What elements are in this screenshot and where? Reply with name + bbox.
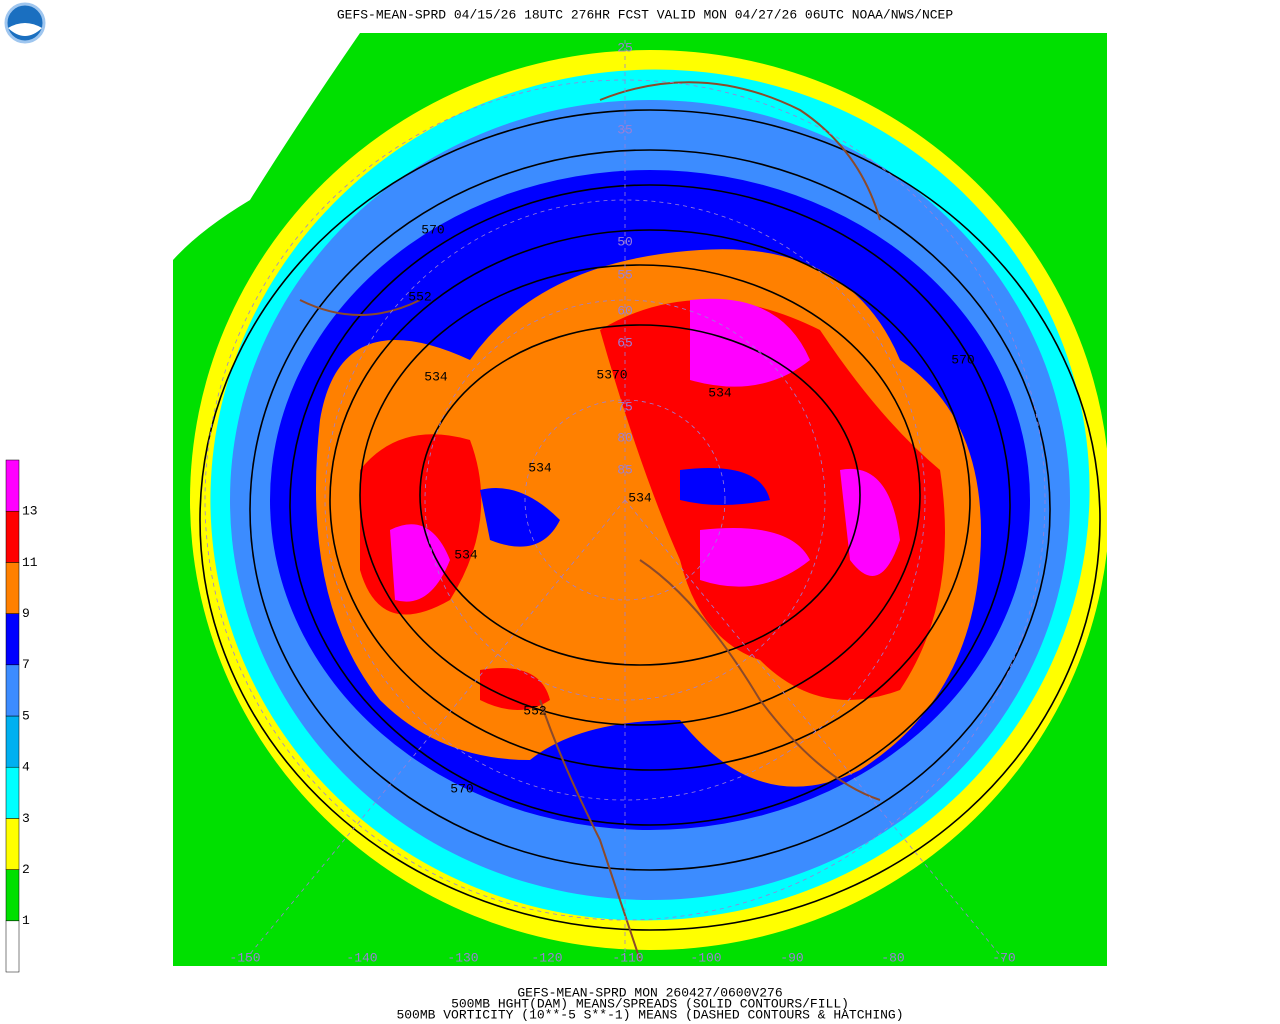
footer-line: GEFS-MEAN-SPRD MON 260427/0600V276 [517, 985, 782, 1000]
latitude-label: 35 [617, 122, 633, 137]
contour-label: 534 [454, 547, 478, 562]
contour-label: 570 [421, 222, 444, 237]
title: GEFS-MEAN-SPRD 04/15/26 18UTC 276HR FCST… [337, 7, 953, 22]
latitude-label: 85 [617, 462, 633, 477]
longitude-label: -110 [612, 950, 643, 965]
contour-label: 552 [408, 289, 431, 304]
contour-label: 5370 [596, 367, 627, 382]
longitude-label: -120 [531, 950, 562, 965]
latitude-label: 60 [617, 303, 633, 318]
colorbar-segment [5, 869, 20, 922]
contour-label: 534 [628, 490, 652, 505]
latitude-label: 50 [617, 234, 633, 249]
colorbar-label: 1 [22, 913, 30, 928]
colorbar-label: 2 [22, 862, 30, 877]
map-labels: 570 552 534 5370 534 534 534 534 552 570 570 25 35 50… [229, 40, 1015, 965]
colorbar-segment [5, 613, 20, 666]
contour-label: 534 [528, 460, 552, 475]
colorbar-segment [5, 818, 20, 870]
colorbar-label: 13 [22, 504, 38, 519]
longitude-label: -70 [992, 950, 1015, 965]
colorbar-label: 7 [22, 657, 30, 672]
latitude-label: 75 [617, 399, 633, 414]
colorbar-label: 11 [22, 555, 38, 570]
longitude-label: -140 [346, 950, 377, 965]
latitude-label: 25 [617, 40, 633, 55]
colorbar-segment [5, 664, 20, 717]
colorbar-segment [5, 459, 20, 512]
footer-line: 500MB HGHT(DAM) MEANS/SPREADS (SOLID CON… [451, 996, 849, 1011]
longitude-label: -100 [690, 950, 721, 965]
contour-label: 570 [951, 352, 974, 367]
longitude-label: -80 [881, 950, 904, 965]
contour-label: 534 [708, 385, 732, 400]
colorbar-label: 4 [22, 760, 30, 775]
longitude-label: -90 [780, 950, 803, 965]
contour-label: 534 [424, 369, 448, 384]
latitude-label: 65 [617, 335, 633, 350]
colorbar: 1 2 3 4 5 7 9 11 13 [5, 459, 38, 973]
colorbar-label: 5 [22, 708, 30, 723]
noaa-logo [4, 2, 46, 44]
latitude-label: 80 [617, 430, 633, 445]
colorbar-segment [5, 562, 20, 614]
footer-line: 500MB VORTICITY (10**-5 S**-1) MEANS (DA… [396, 1007, 903, 1022]
colorbar-segment [5, 510, 20, 563]
longitude-label: -150 [229, 950, 260, 965]
colorbar-label: 3 [22, 811, 30, 826]
contour-label: 570 [450, 781, 473, 796]
latitude-label: 55 [617, 267, 633, 282]
contour-label: 552 [523, 703, 546, 718]
longitude-label: -130 [447, 950, 478, 965]
colorbar-segment [5, 766, 20, 819]
colorbar-label: 9 [22, 606, 30, 621]
colorbar-segment [5, 715, 20, 768]
map-area [173, 33, 1107, 966]
colorbar-segment [5, 920, 20, 973]
